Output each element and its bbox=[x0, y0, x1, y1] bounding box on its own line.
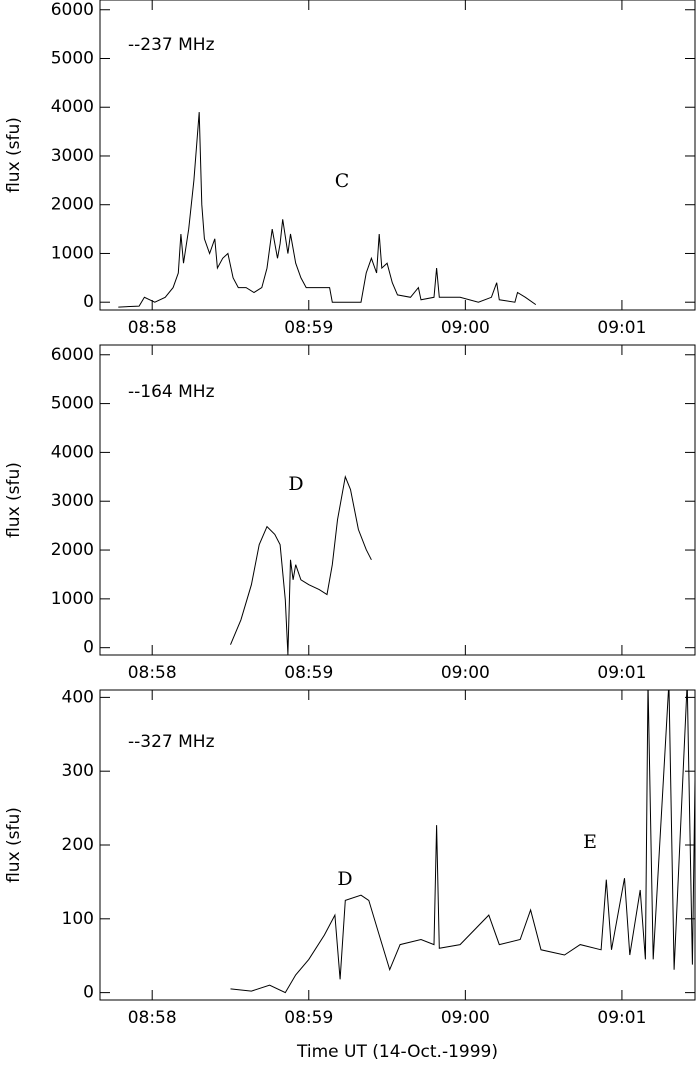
legend-label: --327 MHz bbox=[128, 732, 215, 752]
y-tick-label: 0 bbox=[83, 638, 94, 658]
x-tick-label: 09:01 bbox=[597, 663, 646, 683]
y-tick-label: 1000 bbox=[51, 589, 94, 609]
x-tick-label: 08:59 bbox=[284, 318, 333, 338]
y-axis-label: flux (sfu) bbox=[4, 807, 24, 883]
y-tick-label: 2000 bbox=[51, 540, 94, 560]
y-tick-label: 1000 bbox=[51, 243, 94, 263]
x-tick-label: 09:00 bbox=[441, 318, 490, 338]
x-tick-label: 09:01 bbox=[597, 1008, 646, 1028]
y-axis-label: flux (sfu) bbox=[4, 117, 24, 193]
y-tick-label: 6000 bbox=[51, 345, 94, 365]
y-tick-label: 200 bbox=[62, 835, 94, 855]
flux-line bbox=[118, 112, 537, 308]
legend-label: --164 MHz bbox=[128, 382, 215, 402]
annotation: D bbox=[337, 868, 352, 890]
y-tick-label: 3000 bbox=[51, 491, 94, 511]
x-tick-label: 08:58 bbox=[128, 318, 177, 338]
y-tick-label: 2000 bbox=[51, 195, 94, 215]
y-tick-label: 400 bbox=[62, 687, 94, 707]
y-tick-label: 3000 bbox=[51, 146, 94, 166]
plot-frame bbox=[99, 344, 696, 656]
y-tick-label: 0 bbox=[83, 983, 94, 1003]
x-tick-label: 09:00 bbox=[441, 663, 490, 683]
annotation: D bbox=[288, 473, 303, 495]
x-axis-label: Time UT (14-Oct.-1999) bbox=[296, 1042, 498, 1062]
y-tick-label: 300 bbox=[62, 761, 94, 781]
x-tick-label: 08:59 bbox=[284, 663, 333, 683]
flux-line bbox=[230, 475, 372, 655]
y-tick-label: 5000 bbox=[51, 48, 94, 68]
annotation: C bbox=[335, 170, 350, 192]
y-tick-label: 100 bbox=[62, 909, 94, 929]
y-axis-label: flux (sfu) bbox=[4, 462, 24, 538]
plot-frame bbox=[99, 0, 696, 311]
x-tick-label: 08:58 bbox=[128, 663, 177, 683]
y-tick-label: 6000 bbox=[51, 0, 94, 20]
x-tick-label: 09:00 bbox=[441, 1008, 490, 1028]
y-tick-label: 4000 bbox=[51, 442, 94, 462]
x-tick-label: 08:59 bbox=[284, 1008, 333, 1028]
annotation: E bbox=[583, 831, 597, 853]
x-tick-label: 08:58 bbox=[128, 1008, 177, 1028]
x-tick-label: 09:01 bbox=[597, 318, 646, 338]
y-tick-label: 0 bbox=[83, 292, 94, 312]
legend-label: --237 MHz bbox=[128, 35, 215, 55]
y-tick-label: 4000 bbox=[51, 97, 94, 117]
flux-line bbox=[230, 690, 695, 994]
y-tick-label: 5000 bbox=[51, 394, 94, 414]
